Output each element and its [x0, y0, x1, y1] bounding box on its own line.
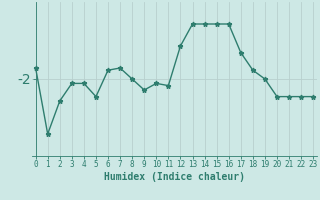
X-axis label: Humidex (Indice chaleur): Humidex (Indice chaleur)	[104, 172, 245, 182]
